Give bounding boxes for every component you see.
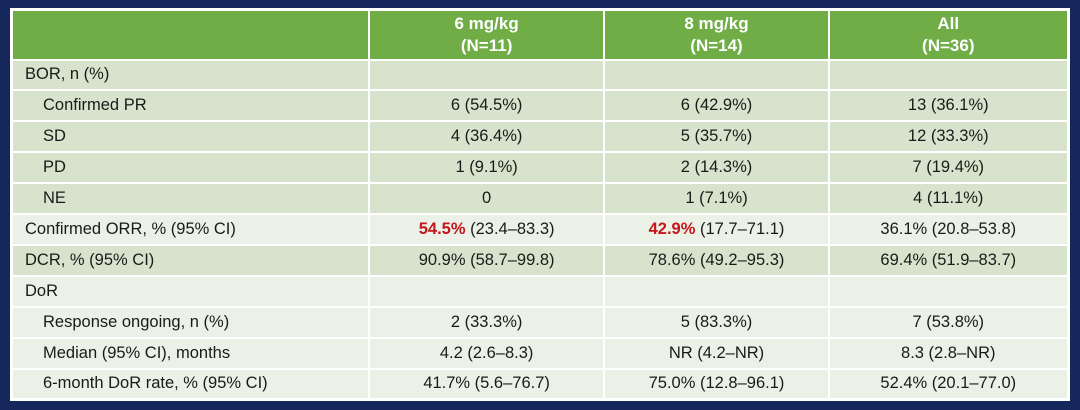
- row-label: PD: [10, 151, 370, 185]
- table-row: DCR, % (95% CI) 90.9% (58.7–99.8) 78.6% (4…: [10, 243, 1070, 277]
- value-cell: [827, 58, 1070, 92]
- row-label: Median (95% CI), months: [10, 336, 370, 370]
- table-row: Confirmed ORR, % (95% CI) 54.5% (23.4–83.…: [10, 213, 1070, 246]
- value-cell: [367, 58, 606, 92]
- header-cell-all: All (N=36): [827, 8, 1070, 61]
- clinical-response-table: 6 mg/kg (N=11) 8 mg/kg (N=14) All (N=36) BOR,…: [10, 8, 1070, 401]
- table-body: BOR, n (%) Confirmed PR 6 (54.5%) 6 (42.9%)…: [10, 58, 1070, 401]
- value-cell: 12 (33.3%): [827, 120, 1070, 154]
- value-cell: 0: [367, 182, 606, 216]
- header-cell-8-mg-kg: 8 mg/kg (N=14): [603, 8, 830, 61]
- value-cell: 5 (35.7%): [603, 120, 830, 154]
- table-header: 6 mg/kg (N=11) 8 mg/kg (N=14) All (N=36): [10, 8, 1070, 61]
- row-label: Response ongoing, n (%): [10, 305, 370, 339]
- table-row: Confirmed PR 6 (54.5%) 6 (42.9%) 13 (36.1%): [10, 89, 1070, 123]
- row-label: DoR: [10, 274, 370, 308]
- header-n-label: (N=36): [922, 35, 975, 55]
- value-cell: 4 (11.1%): [827, 182, 1070, 216]
- value-cell: [603, 274, 830, 308]
- row-label: Confirmed ORR, % (95% CI): [10, 213, 370, 246]
- value-cell: 6 (54.5%): [367, 89, 606, 123]
- row-label: BOR, n (%): [10, 58, 370, 92]
- row-label: NE: [10, 182, 370, 216]
- value-cell: 6 (42.9%): [603, 89, 830, 123]
- table-row: Response ongoing, n (%) 2 (33.3%) 5 (83.3%…: [10, 305, 1070, 339]
- table-row: SD 4 (36.4%) 5 (35.7%) 12 (33.3%): [10, 120, 1070, 154]
- value-cell: 42.9% (17.7–71.1): [603, 213, 830, 246]
- header-cell-6-mg-kg: 6 mg/kg (N=11): [367, 8, 606, 61]
- row-label: SD: [10, 120, 370, 154]
- value-cell: 7 (19.4%): [827, 151, 1070, 185]
- table-row: Median (95% CI), months 4.2 (2.6–8.3) NR (…: [10, 336, 1070, 370]
- header-group-label: All: [937, 14, 960, 33]
- value-cell: 5 (83.3%): [603, 305, 830, 339]
- value-cell: 90.9% (58.7–99.8): [367, 243, 606, 277]
- row-label: 6-month DoR rate, % (95% CI): [10, 367, 370, 401]
- row-label: Confirmed PR: [10, 89, 370, 123]
- value-cell: 4.2 (2.6–8.3): [367, 336, 606, 370]
- header-group-label: 8 mg/kg: [684, 14, 749, 33]
- value-cell: 1 (9.1%): [367, 151, 606, 185]
- value-cell: [367, 274, 606, 308]
- table-row: BOR, n (%): [10, 58, 1070, 92]
- value-cell: [827, 274, 1070, 308]
- value-cell: 69.4% (51.9–83.7): [827, 243, 1070, 277]
- header-n-label: (N=11): [460, 35, 513, 55]
- header-row: 6 mg/kg (N=11) 8 mg/kg (N=14) All (N=36): [10, 8, 1070, 61]
- header-n-label: (N=14): [690, 35, 743, 55]
- highlighted-orr-value: 54.5%: [418, 219, 466, 238]
- value-cell: NR (4.2–NR): [603, 336, 830, 370]
- value-cell: 8.3 (2.8–NR): [827, 336, 1070, 370]
- row-label: DCR, % (95% CI): [10, 243, 370, 277]
- table-row: 6-month DoR rate, % (95% CI) 41.7% (5.6–7…: [10, 367, 1070, 401]
- value-cell: 2 (33.3%): [367, 305, 606, 339]
- value-cell: 78.6% (49.2–95.3): [603, 243, 830, 277]
- value-cell: 1 (7.1%): [603, 182, 830, 216]
- table-row: NE 0 1 (7.1%) 4 (11.1%): [10, 182, 1070, 216]
- value-cell: 75.0% (12.8–96.1): [603, 367, 830, 401]
- table-row: PD 1 (9.1%) 2 (14.3%) 7 (19.4%): [10, 151, 1070, 185]
- value-cell: [603, 58, 830, 92]
- value-cell: 2 (14.3%): [603, 151, 830, 185]
- header-group-label: 6 mg/kg: [454, 14, 519, 33]
- header-cell-empty: [10, 8, 370, 61]
- value-cell: 7 (53.8%): [827, 305, 1070, 339]
- results-table-frame: 6 mg/kg (N=11) 8 mg/kg (N=14) All (N=36) BOR,…: [10, 8, 1070, 401]
- value-cell: 54.5% (23.4–83.3): [367, 213, 606, 246]
- table-row: DoR: [10, 274, 1070, 308]
- value-cell: 36.1% (20.8–53.8): [827, 213, 1070, 246]
- highlighted-orr-value: 42.9%: [648, 219, 696, 238]
- value-cell: 41.7% (5.6–76.7): [367, 367, 606, 401]
- value-cell: 52.4% (20.1–77.0): [827, 367, 1070, 401]
- value-cell: 4 (36.4%): [367, 120, 606, 154]
- value-cell: 13 (36.1%): [827, 89, 1070, 123]
